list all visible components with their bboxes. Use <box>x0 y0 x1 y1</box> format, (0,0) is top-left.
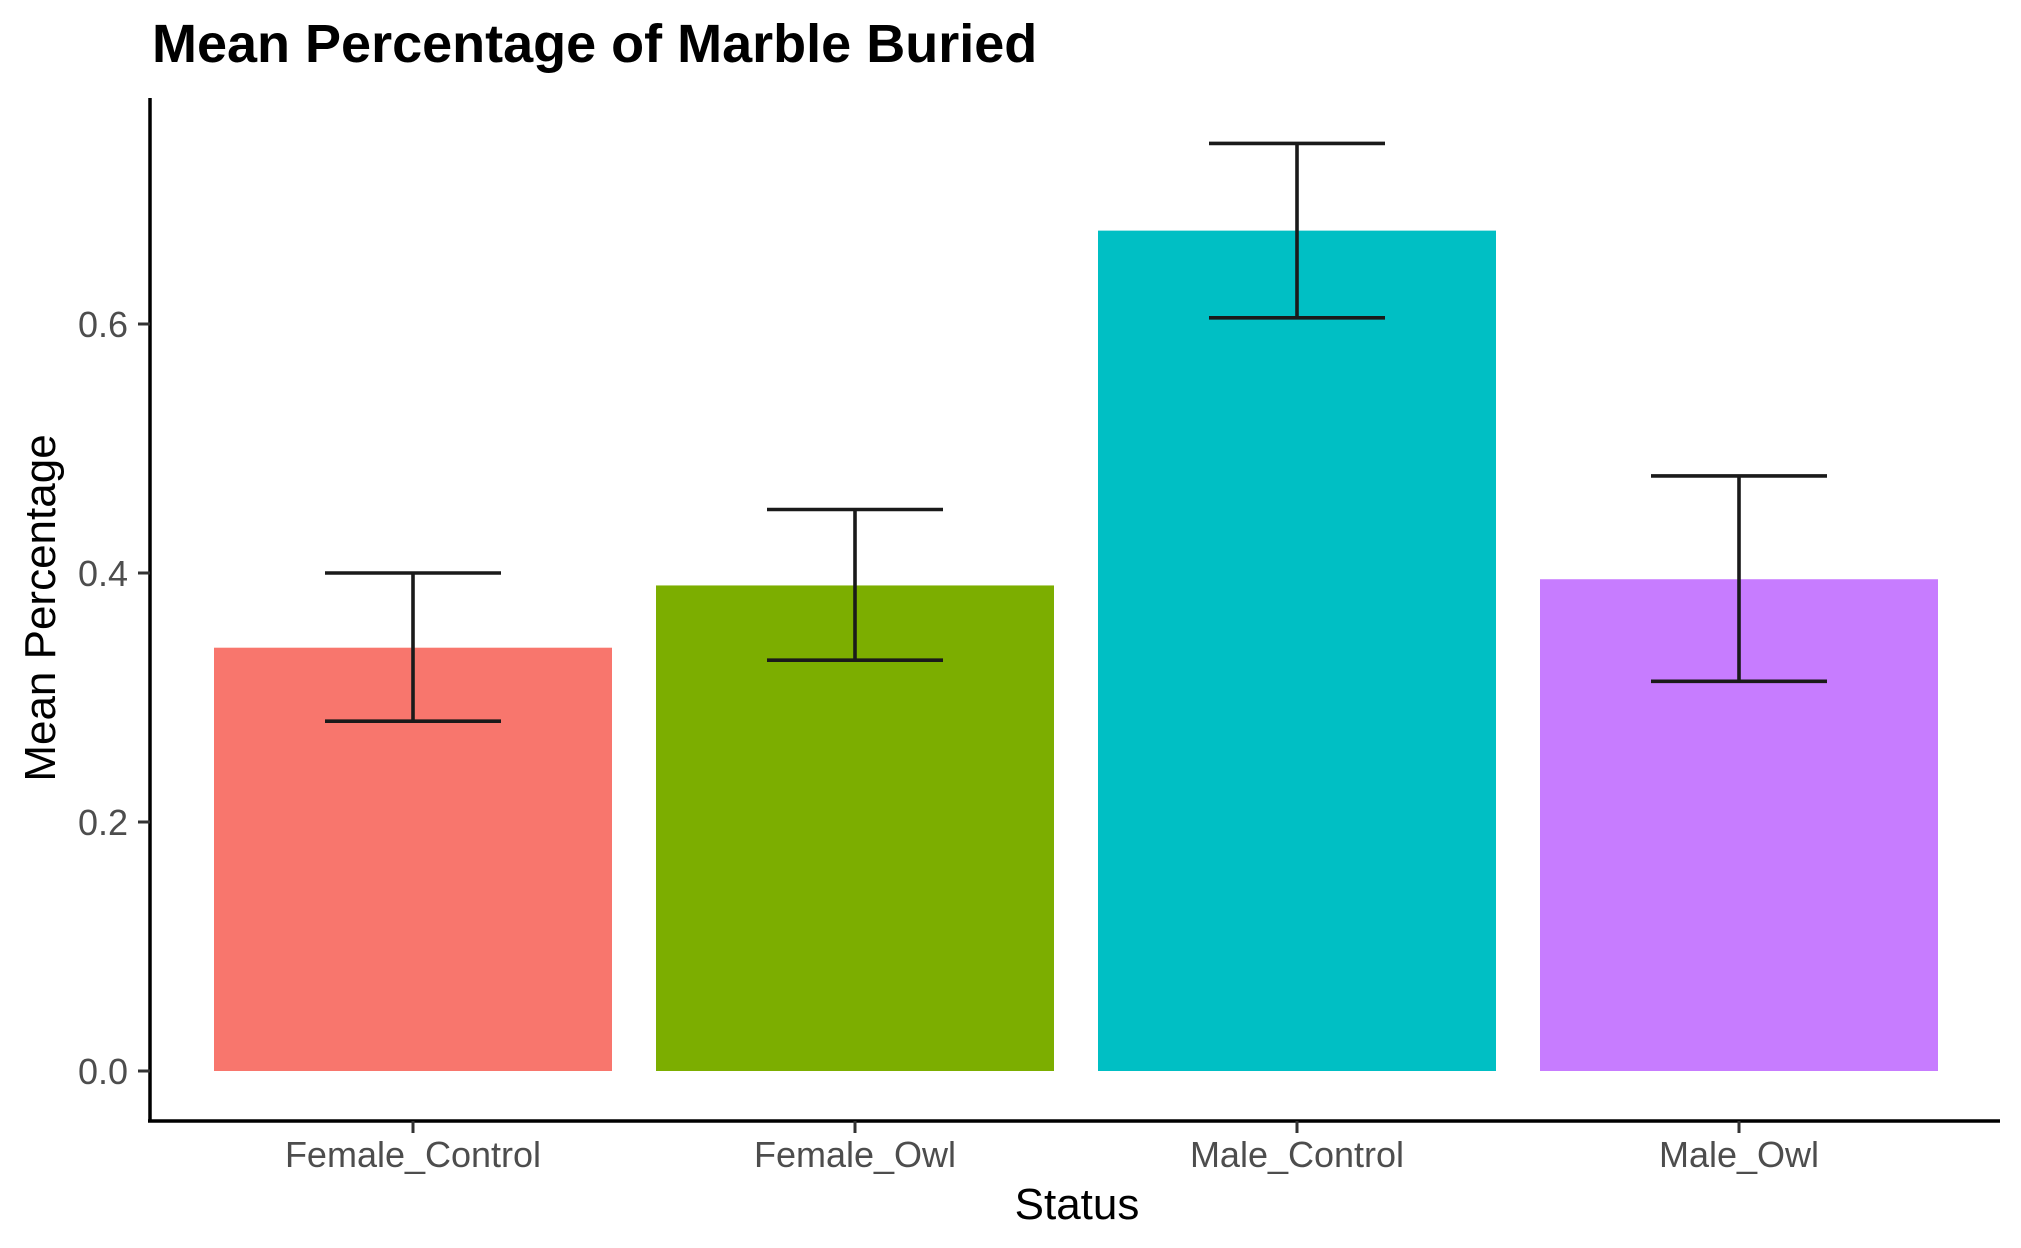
error-bar-male-owl <box>1651 474 1827 684</box>
error-bar-female-owl <box>767 507 943 662</box>
x-tick-label: Female_Owl <box>754 1134 956 1175</box>
y-tick-label: 0.2 <box>78 802 128 843</box>
error-bars-layer <box>325 141 1827 723</box>
x-axis-title: Status <box>1015 1180 1140 1229</box>
bars-layer <box>214 230 1938 1071</box>
y-axis-title: Mean Percentage <box>16 434 65 781</box>
bar-female-owl <box>656 585 1054 1071</box>
y-tick-label: 0.6 <box>78 304 128 345</box>
error-bar-male-control <box>1209 141 1385 320</box>
x-tick-label: Female_Control <box>285 1134 541 1175</box>
bar-male-control <box>1098 230 1496 1071</box>
error-bar-female-control <box>325 571 501 723</box>
y-ticks-layer: 0.0 0.2 0.4 0.6 <box>78 304 150 1092</box>
x-tick-label: Male_Control <box>1190 1134 1404 1175</box>
x-tick-label: Male_Owl <box>1659 1134 1819 1175</box>
y-tick-label: 0.4 <box>78 553 128 594</box>
x-ticks-layer: Female_Control Female_Owl Male_Control Male… <box>285 1121 1819 1175</box>
chart-title: Mean Percentage of Marble Buried <box>152 14 1037 74</box>
y-tick-label: 0.0 <box>78 1051 128 1092</box>
